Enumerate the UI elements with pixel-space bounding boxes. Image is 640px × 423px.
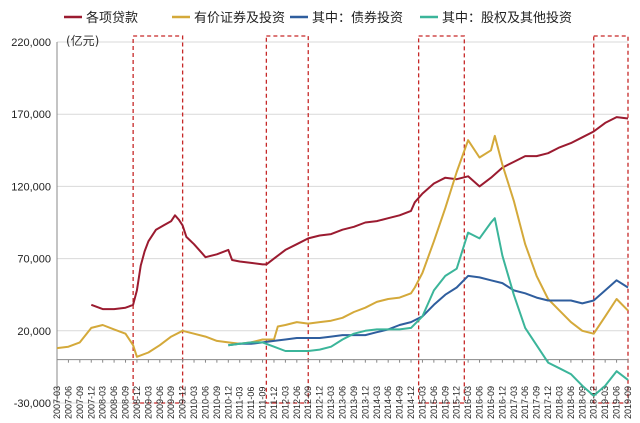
- y-axis-unit-label: (亿元): [66, 33, 99, 48]
- legend-item: 其中：股权及其他投资: [420, 10, 572, 26]
- x-tick-label: 2015-09: [440, 386, 450, 419]
- y-tick-label: 170,000: [11, 109, 51, 121]
- x-tick-label: 2018-12: [589, 386, 599, 419]
- legend-item: 其中：债券投资: [290, 10, 403, 26]
- y-tick-label: 70,000: [17, 254, 51, 266]
- x-tick-label: 2015-06: [429, 386, 439, 419]
- x-tick-label: 2018-06: [566, 386, 576, 419]
- x-tick-label: 2012-06: [292, 386, 302, 419]
- legend-label: 有价证券及投资: [194, 10, 285, 26]
- x-tick-label: 2017-12: [543, 386, 553, 419]
- x-tick-label: 2009-03: [143, 386, 153, 419]
- x-tick-label: 2016-03: [463, 386, 473, 419]
- x-tick-label: 2009-12: [178, 386, 188, 419]
- x-tick-label: 2012-12: [315, 386, 325, 419]
- highlight-period-box: [265, 35, 309, 404]
- x-tick-label: 2015-03: [417, 386, 427, 419]
- chart-legend: 各项贷款 有价证券及投资 其中：债券投资 其中：股权及其他投资: [64, 10, 572, 26]
- x-tick-label: 2011-09: [258, 387, 268, 419]
- x-tick-label: 2008-12: [132, 386, 142, 419]
- x-tick-label: 2007-03: [52, 386, 62, 419]
- x-tick-label: 2014-12: [406, 386, 416, 419]
- x-tick-label: 2019-09: [623, 386, 633, 419]
- series-lines: [56, 116, 629, 397]
- x-tick-label: 2016-09: [486, 386, 496, 419]
- series-line: [228, 274, 629, 347]
- legend-item: 有价证券及投资: [172, 10, 285, 26]
- x-tick-label: 2011-12: [269, 387, 279, 419]
- x-tick-label: 2014-09: [395, 386, 405, 419]
- highlight-period-box: [593, 35, 629, 404]
- highlight-period-box: [417, 35, 465, 404]
- x-tick-label: 2010-06: [200, 386, 210, 419]
- x-tick-label: 2011-03: [235, 387, 245, 419]
- y-tick-label: 20,000: [17, 326, 51, 338]
- x-tick-label: 2013-03: [326, 386, 336, 419]
- x-tick-label: 2010-09: [212, 386, 222, 419]
- x-tick-label: 2018-09: [577, 386, 587, 419]
- y-tick-label: 220,000: [11, 37, 51, 49]
- series-line: [228, 217, 629, 397]
- x-tick-label: 2007-06: [63, 386, 73, 419]
- x-tick-label: 2013-06: [338, 386, 348, 419]
- legend-label: 其中：债券投资: [312, 10, 403, 26]
- x-tick-label: 2018-03: [554, 386, 564, 419]
- x-tick-label: 2017-03: [509, 386, 519, 419]
- legend-label: 各项贷款: [86, 10, 138, 26]
- x-tick-label: 2017-06: [520, 386, 530, 419]
- x-tick-label: 2008-06: [109, 386, 119, 419]
- highlight-boxes: [132, 35, 629, 404]
- series-line: [90, 116, 629, 311]
- x-tick-label: 2008-09: [121, 386, 131, 419]
- highlight-period-box: [132, 35, 184, 404]
- x-tick-label: 2013-09: [349, 386, 359, 419]
- y-tick-label: 120,000: [11, 181, 51, 193]
- x-tick-label: 2012-09: [303, 386, 313, 419]
- x-tick-label: 2014-03: [372, 386, 382, 419]
- x-tick-label: 2016-06: [475, 386, 485, 419]
- x-tick-label: 2010-12: [223, 386, 233, 419]
- x-tick-label: 2012-03: [280, 386, 290, 419]
- x-tick-label: 2014-06: [383, 386, 393, 419]
- x-tick-label: 2015-12: [452, 386, 462, 419]
- legend-item: 各项贷款: [64, 10, 138, 26]
- y-tick-label: -30,000: [14, 398, 51, 410]
- x-tick-label: 2019-06: [612, 386, 622, 419]
- x-tick-label: 2007-09: [75, 386, 85, 419]
- x-tick-label: 2009-06: [155, 386, 165, 419]
- x-tick-label: 2016-12: [497, 386, 507, 419]
- series-line: [56, 134, 629, 358]
- x-tick-label: 2019-03: [600, 386, 610, 419]
- legend-label: 其中：股权及其他投资: [442, 10, 572, 26]
- x-tick-label: 2011-06: [246, 387, 256, 419]
- x-tick-label: 2007-12: [86, 386, 96, 419]
- x-tick-label: 2013-12: [360, 386, 370, 419]
- chart-axes: -30,000 20,000 70,000 120,000 170,000 220,000…: [11, 37, 633, 419]
- x-tick-label: 2008-03: [98, 386, 108, 419]
- x-tick-label: 2017-09: [532, 386, 542, 419]
- x-tick-label: 2009-09: [166, 386, 176, 419]
- x-tick-label: 2010-03: [189, 386, 199, 419]
- chart-grid: [57, 41, 628, 404]
